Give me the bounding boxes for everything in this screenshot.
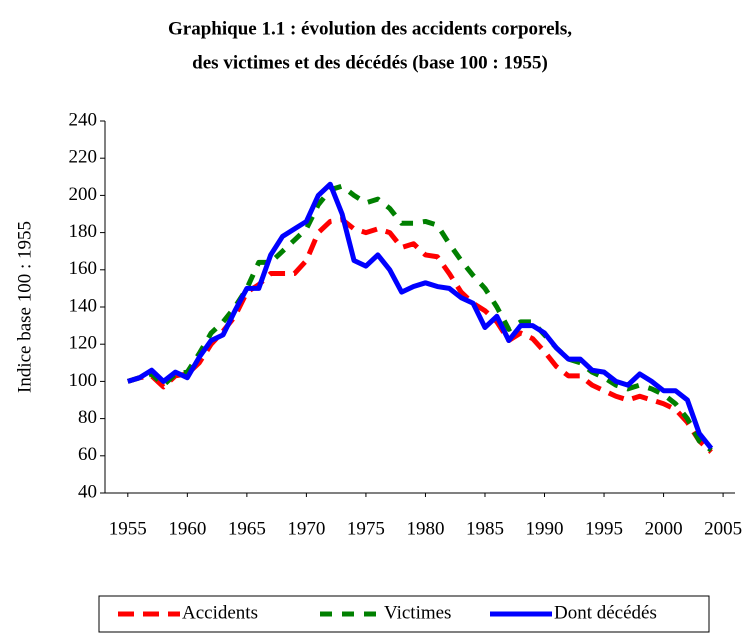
chart-title: Graphique 1.1 : évolution des accidents … <box>168 18 572 39</box>
y-tick-label: 220 <box>69 147 98 168</box>
y-tick-label: 100 <box>69 370 98 391</box>
y-tick-label: 80 <box>78 407 97 428</box>
y-tick-label: 140 <box>69 295 98 316</box>
legend-label: Dont décédés <box>554 602 657 623</box>
y-tick-label: 60 <box>78 444 97 465</box>
x-tick-label: 1990 <box>526 518 564 539</box>
series-line <box>127 183 713 453</box>
x-tick-label: 1985 <box>466 518 504 539</box>
x-tick-label: 1955 <box>109 518 147 539</box>
x-tick-label: 1980 <box>406 518 444 539</box>
x-tick-label: 1960 <box>168 518 206 539</box>
x-tick-label: 1995 <box>585 518 623 539</box>
y-tick-label: 240 <box>69 109 98 130</box>
chart-title: des victimes et des décédés (base 100 : … <box>192 52 548 73</box>
y-tick-label: 180 <box>69 221 98 242</box>
y-axis-label: Indice base 100 : 1955 <box>14 221 35 393</box>
x-tick-label: 1975 <box>347 518 385 539</box>
y-tick-label: 40 <box>78 481 97 502</box>
y-tick-label: 200 <box>69 184 98 205</box>
legend-label: Victimes <box>384 602 451 623</box>
x-tick-label: 2005 <box>704 518 742 539</box>
series-line <box>127 181 714 450</box>
x-tick-label: 1970 <box>287 518 325 539</box>
legend-label: Accidents <box>182 602 258 623</box>
x-tick-label: 1965 <box>228 518 266 539</box>
legend-box <box>98 595 710 633</box>
x-tick-label: 2000 <box>645 518 683 539</box>
y-tick-label: 120 <box>69 333 98 354</box>
y-tick-label: 160 <box>69 258 98 279</box>
